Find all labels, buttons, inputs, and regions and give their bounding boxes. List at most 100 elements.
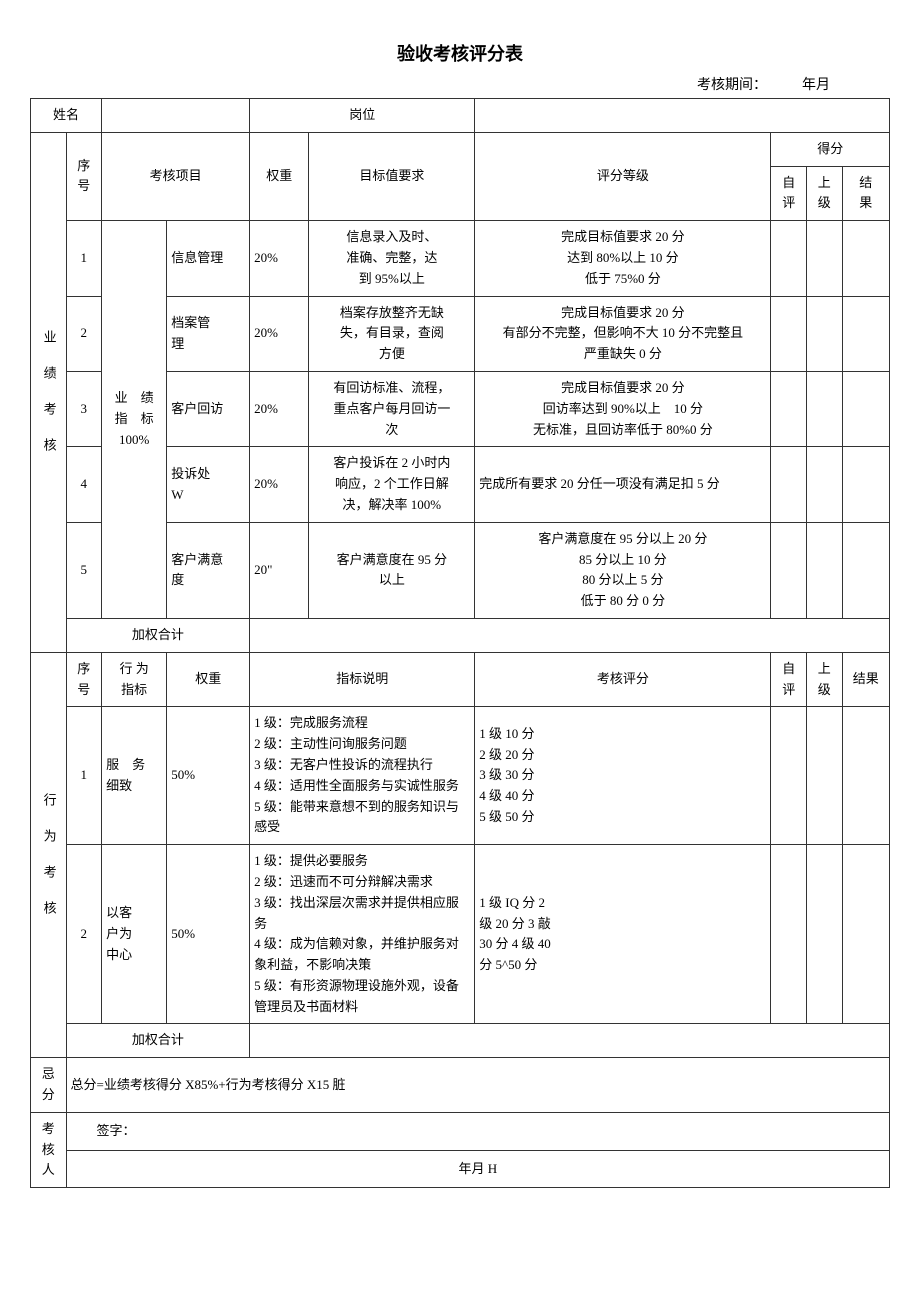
perf-grade: 完成目标值要求 20 分 回访率达到 90%以上 10 分 无标准，且回访率低于… — [475, 371, 771, 446]
beh-score: 1 级 10 分 2 级 20 分 3 级 30 分 4 级 40 分 5 级 … — [475, 707, 771, 845]
perf-name: 客户满意 度 — [167, 522, 250, 618]
header-row: 姓名 岗位 — [31, 99, 890, 133]
col2-upper: 上 级 — [806, 652, 842, 707]
reviewer-date-row: 年月 H — [31, 1150, 890, 1188]
perf-row: 1 业 绩 指 标 100% 信息管理 20% 信息录入及时、 准确、完整，达 … — [31, 221, 890, 296]
col-weight: 权重 — [250, 132, 309, 220]
beh-name: 以客 户为 中心 — [102, 845, 167, 1024]
perf-group: 业 绩 指 标 100% — [102, 221, 167, 619]
col-result: 结 果 — [842, 166, 889, 221]
perf-seq: 5 — [66, 522, 102, 618]
weighted-total-label2: 加权合计 — [66, 1024, 250, 1058]
perf-seq: 1 — [66, 221, 102, 296]
col-grade: 评分等级 — [475, 132, 771, 220]
reviewer-label: 考 核 人 — [31, 1112, 67, 1187]
col-header-row: 业 绩 考 核 序 号 考核项目 权重 目标值要求 评分等级 得分 — [31, 132, 890, 166]
post-label: 岗位 — [250, 99, 475, 133]
perf-target: 客户满意度在 95 分 以上 — [309, 522, 475, 618]
col-score: 得分 — [771, 132, 890, 166]
perf-upper — [806, 296, 842, 371]
weighted-total-row: 加权合计 — [31, 618, 890, 652]
assessment-table: 姓名 岗位 业 绩 考 核 序 号 考核项目 权重 目标值要求 评分等级 得分 … — [30, 98, 890, 1188]
perf-seq: 3 — [66, 371, 102, 446]
beh-self — [771, 707, 807, 845]
perf-weight: 20% — [250, 371, 309, 446]
col2-behavior: 行 为 指标 — [102, 652, 167, 707]
perf-self — [771, 371, 807, 446]
beh-self — [771, 845, 807, 1024]
name-label: 姓名 — [31, 99, 102, 133]
total-label: 忌 分 — [31, 1058, 67, 1113]
period-label: 考核期间： — [697, 78, 767, 93]
perf-result — [842, 522, 889, 618]
perf-grade: 客户满意度在 95 分以上 20 分 85 分以上 10 分 80 分以上 5 … — [475, 522, 771, 618]
beh-row: 2 以客 户为 中心 50% 1 级：提供必要服务 2 级：迅速而不可分辩解决需… — [31, 845, 890, 1024]
beh-score: 1 级 IQ 分 2 级 20 分 3 敲 30 分 4 级 40 分 5^50… — [475, 845, 771, 1024]
reviewer-row: 考 核 人 签字： — [31, 1112, 890, 1150]
post-value — [475, 99, 890, 133]
perf-upper — [806, 522, 842, 618]
col2-seq: 序 号 — [66, 652, 102, 707]
perf-upper — [806, 447, 842, 522]
beh-seq: 2 — [66, 845, 102, 1024]
col2-desc: 指标说明 — [250, 652, 475, 707]
weighted-total-value — [250, 618, 890, 652]
perf-target: 有回访标准、流程， 重点客户每月回访一 次 — [309, 371, 475, 446]
beh-desc: 1 级：提供必要服务 2 级：迅速而不可分辩解决需求 3 级：找出深层次需求并提… — [250, 845, 475, 1024]
col-target: 目标值要求 — [309, 132, 475, 220]
perf-grade: 完成目标值要求 20 分 达到 80%以上 10 分 低于 75%0 分 — [475, 221, 771, 296]
total-formula: 总分=业绩考核得分 X85%+行为考核得分 X15 脏 — [66, 1058, 889, 1113]
section2-label: 行 为 考 核 — [31, 652, 67, 1058]
weighted-total-label: 加权合计 — [66, 618, 250, 652]
beh-weight: 50% — [167, 707, 250, 845]
beh-weight: 50% — [167, 845, 250, 1024]
perf-target: 信息录入及时、 准确、完整，达 到 95%以上 — [309, 221, 475, 296]
beh-result — [842, 845, 889, 1024]
perf-upper — [806, 221, 842, 296]
perf-self — [771, 221, 807, 296]
perf-target: 客户投诉在 2 小时内 响应，2 个工作日解 决，解决率 100% — [309, 447, 475, 522]
beh-seq: 1 — [66, 707, 102, 845]
perf-result — [842, 371, 889, 446]
perf-weight: 20% — [250, 296, 309, 371]
perf-name: 档案管 理 — [167, 296, 250, 371]
section1-label: 业 绩 考 核 — [31, 132, 67, 652]
perf-name: 投诉处 W — [167, 447, 250, 522]
col-self: 自 评 — [771, 166, 807, 221]
beh-header-row: 行 为 考 核 序 号 行 为 指标 权重 指标说明 考核评分 自 评 上 级 … — [31, 652, 890, 707]
period-row: 考核期间： 年月 — [30, 74, 890, 94]
perf-name: 信息管理 — [167, 221, 250, 296]
perf-weight: 20% — [250, 447, 309, 522]
sign-label: 签字： — [66, 1112, 889, 1150]
perf-self — [771, 296, 807, 371]
beh-result — [842, 707, 889, 845]
weighted-total-row2: 加权合计 — [31, 1024, 890, 1058]
period-suffix: 年月 — [802, 78, 830, 93]
col-seq: 序 号 — [66, 132, 102, 220]
name-value — [102, 99, 250, 133]
col2-result: 结果 — [842, 652, 889, 707]
perf-seq: 2 — [66, 296, 102, 371]
perf-weight: 20" — [250, 522, 309, 618]
perf-self — [771, 522, 807, 618]
total-row: 忌 分 总分=业绩考核得分 X85%+行为考核得分 X15 脏 — [31, 1058, 890, 1113]
perf-target: 档案存放整齐无缺 失，有目录，查阅 方便 — [309, 296, 475, 371]
col2-weight: 权重 — [167, 652, 250, 707]
col-project: 考核项目 — [102, 132, 250, 220]
perf-result — [842, 221, 889, 296]
perf-seq: 4 — [66, 447, 102, 522]
beh-desc: 1 级：完成服务流程 2 级：主动性问询服务问题 3 级：无客户性投诉的流程执行… — [250, 707, 475, 845]
beh-row: 1 服 务 细致 50% 1 级：完成服务流程 2 级：主动性问询服务问题 3 … — [31, 707, 890, 845]
perf-grade: 完成目标值要求 20 分 有部分不完整，但影响不大 10 分不完整且 严重缺失 … — [475, 296, 771, 371]
perf-weight: 20% — [250, 221, 309, 296]
beh-upper — [806, 845, 842, 1024]
weighted-total-value2 — [250, 1024, 890, 1058]
date-label: 年月 H — [66, 1150, 889, 1188]
col2-self: 自 评 — [771, 652, 807, 707]
perf-grade: 完成所有要求 20 分任一项没有满足扣 5 分 — [475, 447, 771, 522]
beh-upper — [806, 707, 842, 845]
beh-name: 服 务 细致 — [102, 707, 167, 845]
perf-name: 客户回访 — [167, 371, 250, 446]
perf-upper — [806, 371, 842, 446]
col2-score: 考核评分 — [475, 652, 771, 707]
